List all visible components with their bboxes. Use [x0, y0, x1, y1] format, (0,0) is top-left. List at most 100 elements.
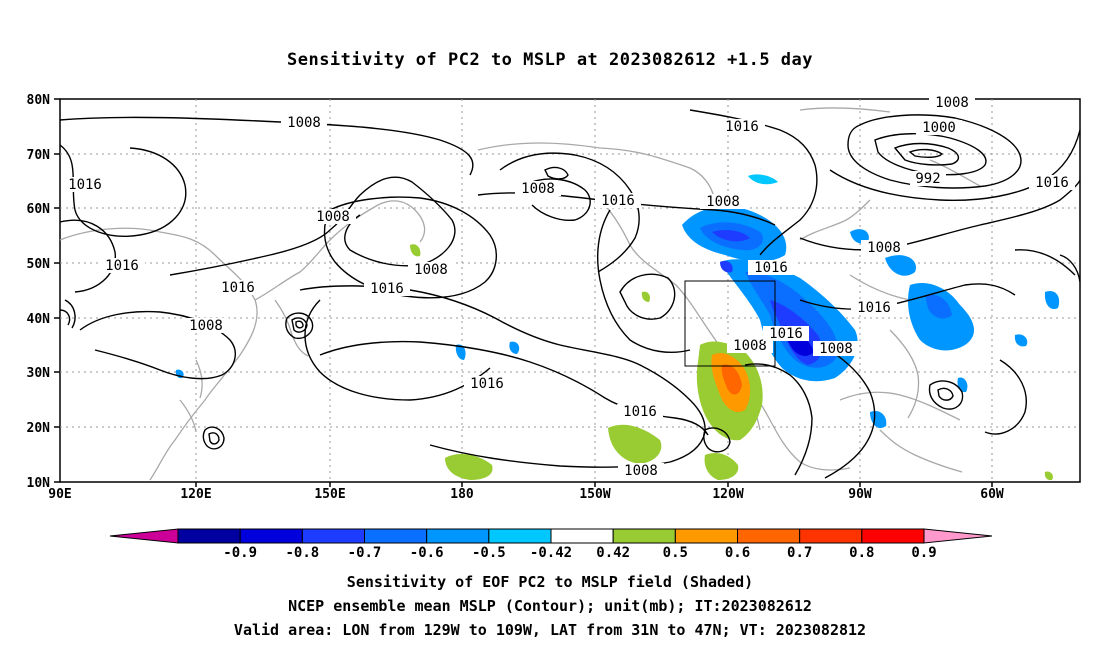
svg-text:1016: 1016 [68, 177, 102, 193]
colorbar-label: -0.5 [472, 545, 506, 561]
lat-label: 50N [27, 257, 51, 272]
lon-label: 60W [980, 487, 1004, 502]
svg-text:1016: 1016 [370, 281, 404, 297]
svg-text:992: 992 [915, 171, 940, 187]
lat-label: 70N [27, 148, 51, 163]
svg-text:1008: 1008 [521, 181, 555, 197]
latitude-labels: 80N 70N 60N 50N 40N 30N 20N 10N [27, 93, 51, 491]
svg-text:1008: 1008 [414, 262, 448, 278]
svg-text:1008: 1008 [935, 95, 969, 111]
contour-label: 1016 [851, 300, 897, 316]
colorbar-label: 0.5 [663, 545, 688, 561]
svg-text:1008: 1008 [733, 338, 767, 354]
contour-label: 1008 [183, 318, 229, 334]
svg-text:1016: 1016 [754, 260, 788, 276]
contour-label: 1008 [281, 115, 327, 131]
colorbar-arrow-low [109, 528, 179, 544]
contour-label: 1016 [215, 280, 261, 296]
contour-label: 1008 [700, 194, 746, 210]
colorbar-segment [488, 528, 552, 544]
colorbar-label: -0.9 [223, 545, 257, 561]
valid-area-box [684, 280, 776, 367]
svg-text:1008: 1008 [867, 240, 901, 256]
colorbar-label: 0.8 [849, 545, 874, 561]
contour-label: 1008 [515, 181, 561, 197]
lon-label: 90W [848, 487, 872, 502]
lon-label: 150E [314, 487, 345, 502]
colorbar-segment [177, 528, 241, 544]
svg-text:1016: 1016 [1035, 175, 1069, 191]
lat-label: 60N [27, 202, 51, 217]
contour-label: 1016 [748, 260, 794, 276]
svg-text:1016: 1016 [105, 258, 139, 274]
colorbar-label: 0.7 [787, 545, 812, 561]
caption-valid-area: Valid area: LON from 129W to 109W, LAT f… [233, 621, 867, 639]
contour-label: 1016 [99, 258, 145, 274]
colorbar-label: -0.6 [410, 545, 444, 561]
colorbar-label: -0.8 [285, 545, 319, 561]
colorbar-segment [612, 528, 676, 544]
svg-text:1016: 1016 [221, 280, 255, 296]
colorbar-label: 0.9 [911, 545, 936, 561]
lat-ticks [54, 98, 60, 483]
map-title: Sensitivity of PC2 to MSLP at 2023082612… [286, 50, 813, 70]
contour-label: 1016 [464, 376, 510, 392]
contour-label: 1008 [727, 338, 773, 354]
lon-label: 120E [180, 487, 211, 502]
colorbar-segment [301, 528, 366, 544]
caption-contour: NCEP ensemble mean MSLP (Contour); unit(… [288, 597, 812, 615]
lat-label: 30N [27, 366, 51, 381]
contour-label: 1016 [1029, 175, 1075, 191]
colorbar-segment [861, 528, 925, 544]
lon-label: 150W [579, 487, 610, 502]
contour-label: 1008 [929, 95, 975, 111]
colorbar-segment [364, 528, 428, 544]
colorbar-label: 0.6 [725, 545, 750, 561]
contour-label: 1016 [595, 193, 641, 209]
contour-label: 1008 [408, 262, 454, 278]
svg-text:1008: 1008 [287, 115, 321, 131]
svg-text:1008: 1008 [706, 194, 740, 210]
lon-label: 90E [48, 487, 71, 502]
longitude-labels: 90E 120E 150E 180 150W 120W 90W 60W [48, 487, 1004, 502]
contour-label: 1008 [618, 463, 664, 479]
svg-text:1016: 1016 [601, 193, 635, 209]
svg-text:1016: 1016 [857, 300, 891, 316]
contour-label: 1008 [310, 209, 356, 225]
contour-label: 1016 [719, 119, 765, 135]
svg-text:1008: 1008 [316, 209, 350, 225]
colorbar: -0.9 -0.8 -0.7 -0.6 -0.5 -0.42 0.42 0.5 0.6 0.7 0.… [109, 528, 993, 561]
colorbar-label: 0.42 [596, 545, 630, 561]
svg-text:1016: 1016 [725, 119, 759, 135]
colorbar-arrow-high [923, 528, 993, 544]
lat-label: 20N [27, 421, 51, 436]
mslp-contours [59, 109, 1081, 479]
colorbar-segment [239, 528, 303, 544]
colorbar-segment [737, 528, 801, 544]
svg-text:1008: 1008 [624, 463, 658, 479]
colorbar-label: -0.42 [530, 545, 572, 561]
colorbar-label: -0.7 [348, 545, 382, 561]
lon-ticks [195, 482, 993, 487]
lon-label: 120W [712, 487, 743, 502]
svg-text:1016: 1016 [769, 326, 803, 342]
contour-label: 1016 [617, 404, 663, 420]
contour-label: 1016 [763, 326, 809, 342]
colorbar-segment [426, 528, 490, 544]
contour-label: 1016 [62, 177, 108, 193]
contour-labels: 1008 1000 992 1016 1016 1008 1008 1016 1… [62, 95, 1075, 479]
contour-label: 1008 [813, 341, 859, 357]
colorbar-segment [799, 528, 863, 544]
colorbar-segment [674, 528, 738, 544]
contour-label: 1008 [861, 240, 907, 256]
contour-label: 1000 [916, 120, 962, 136]
lon-label: 180 [450, 487, 474, 502]
svg-text:1016: 1016 [623, 404, 657, 420]
svg-text:1008: 1008 [189, 318, 223, 334]
caption-shaded: Sensitivity of EOF PC2 to MSLP field (Sh… [346, 573, 754, 591]
contour-label: 1016 [364, 281, 410, 297]
colorbar-segment [550, 528, 614, 544]
lat-label: 80N [27, 93, 51, 108]
lat-label: 40N [27, 312, 51, 327]
